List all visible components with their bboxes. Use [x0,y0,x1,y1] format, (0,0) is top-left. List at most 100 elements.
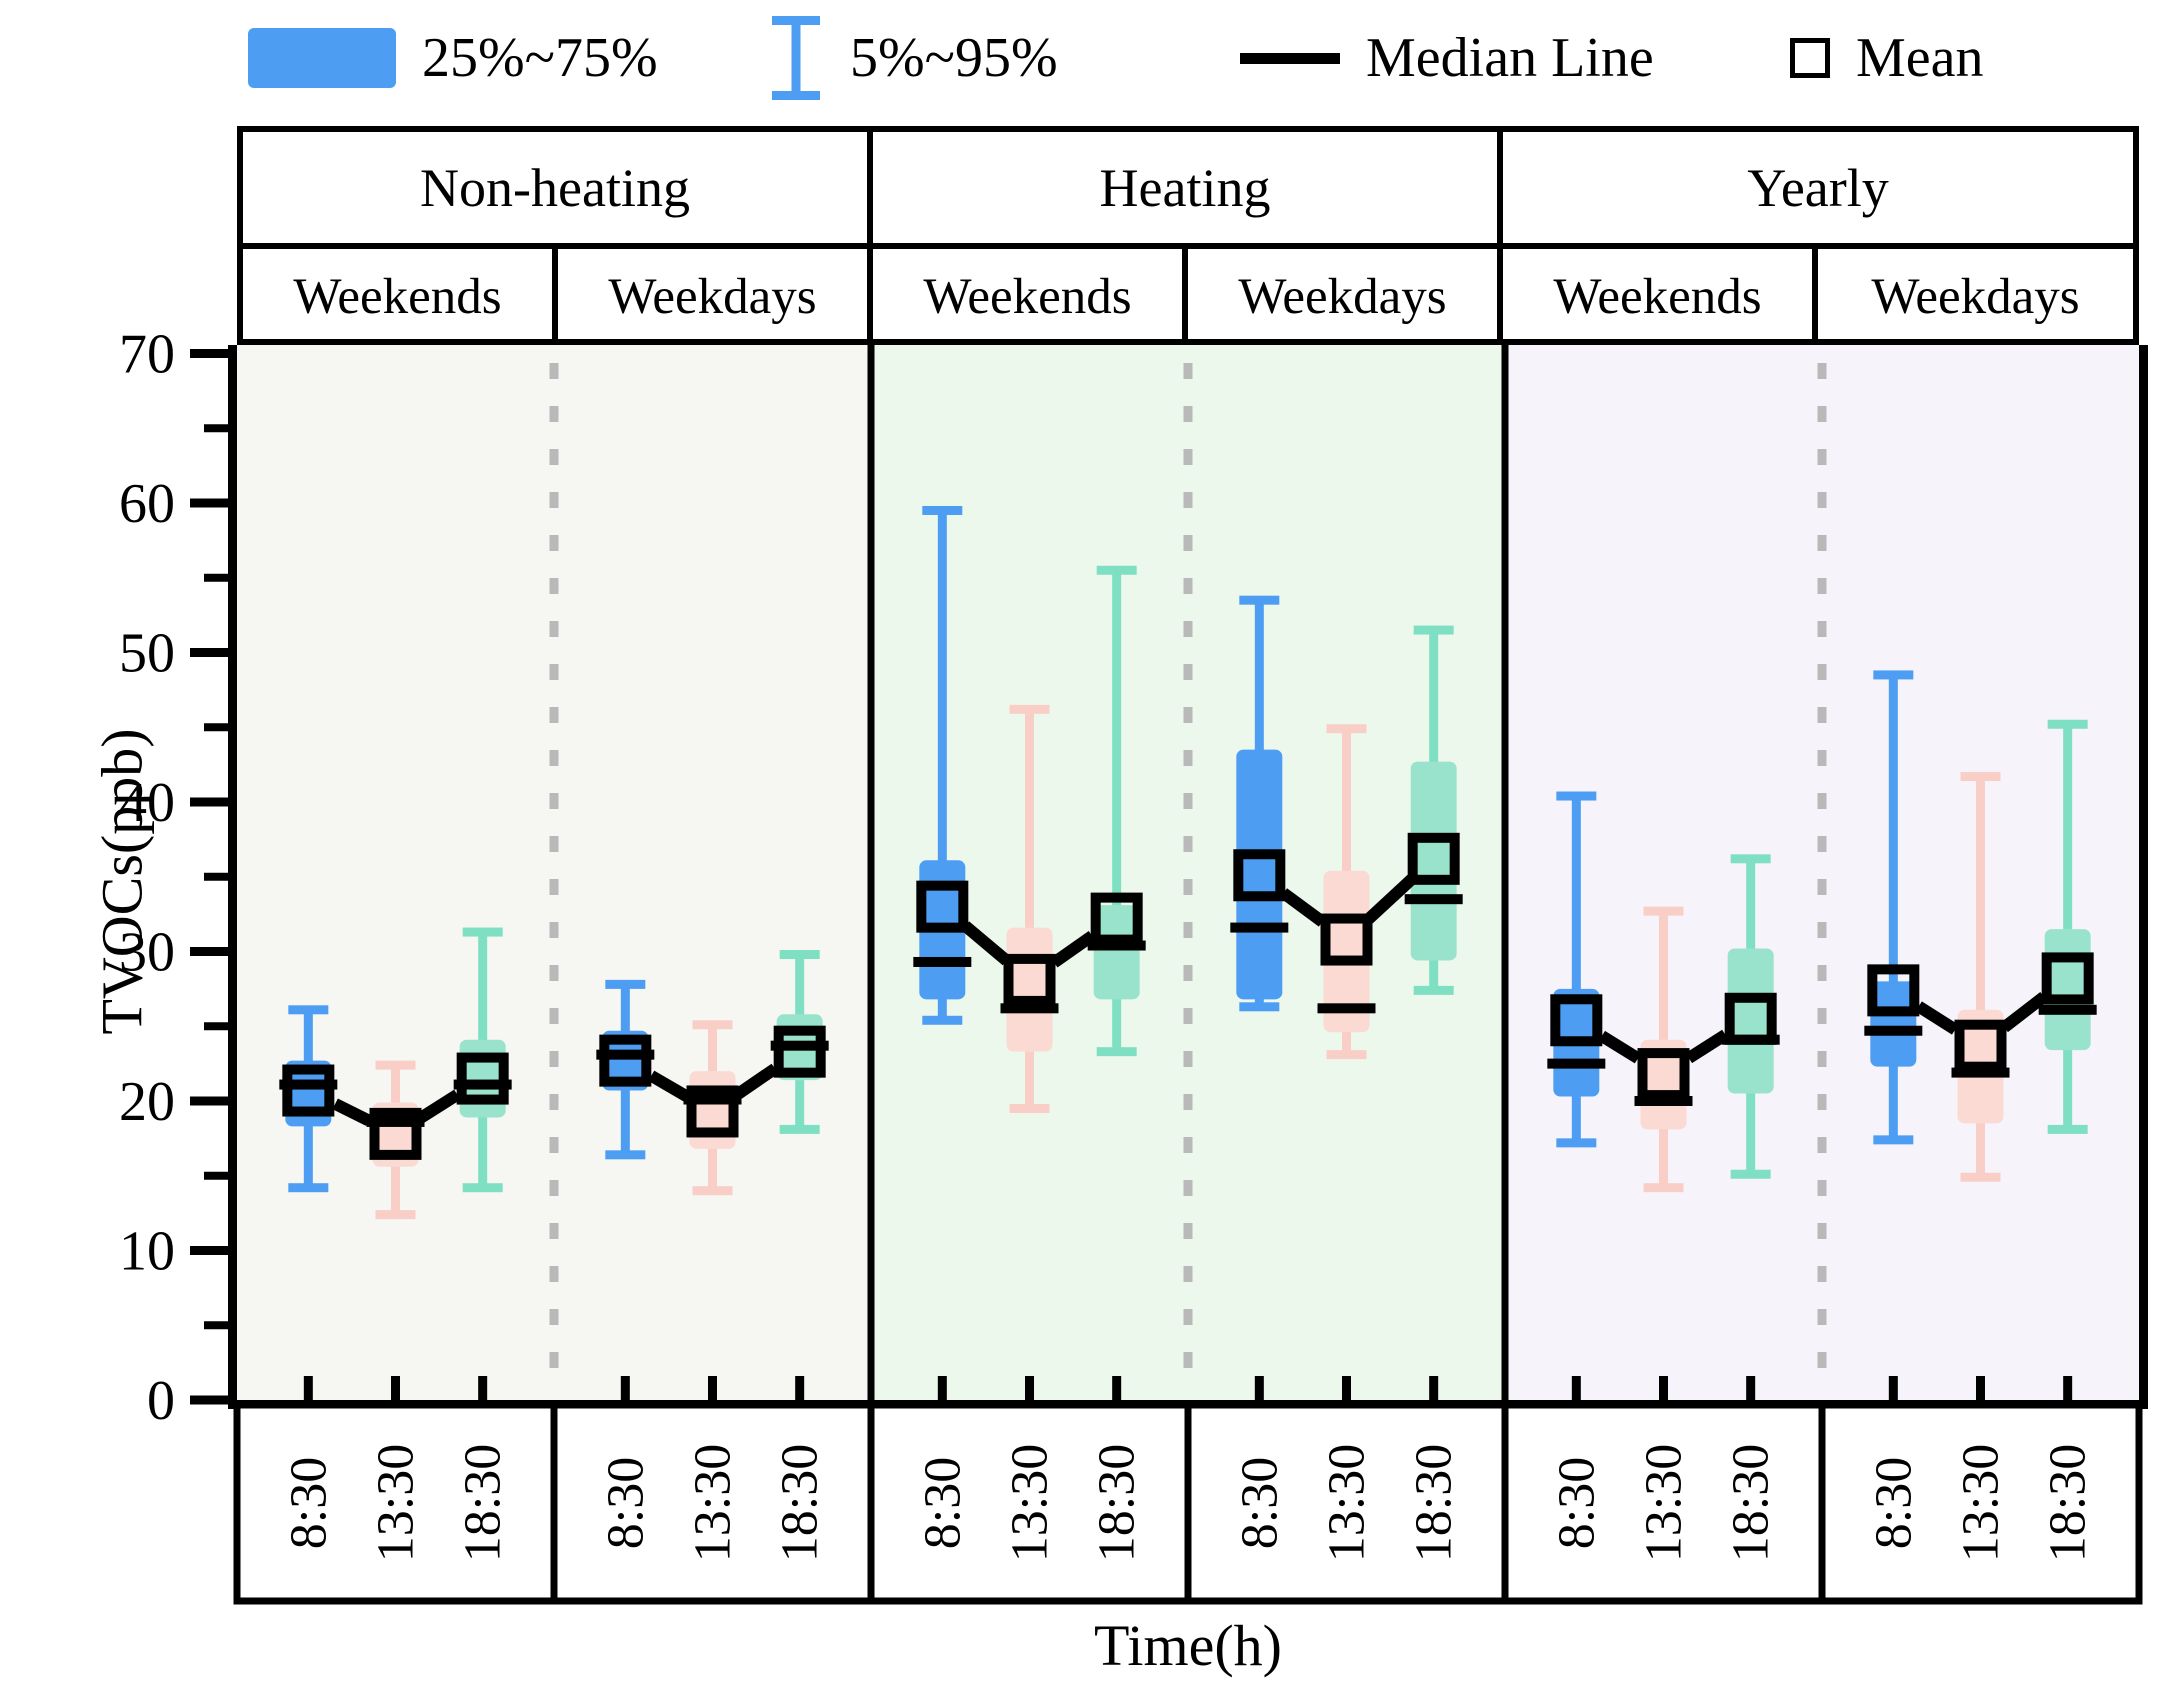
whisker-cap-top [605,979,646,989]
box-group-8:30 [1864,670,1923,1400]
x-tick-label: 8:30 [1231,1457,1288,1549]
y-major-tick [190,1246,228,1255]
x-tick [1976,1376,1985,1400]
x-tick [478,1376,488,1400]
whisker-cap-bottom [462,1183,503,1193]
whisker-cap-top [922,505,963,515]
mean-marker [1550,994,1603,1047]
whisker-cap-top [1730,854,1771,864]
whisker-cap-top [375,1060,416,1070]
x-tick-label: 18:30 [772,1444,829,1562]
mean-marker [686,1085,739,1138]
whisker-cap-bottom [1730,1169,1771,1179]
x-tick [1254,1376,1264,1400]
y-tick-label: 30 [119,922,175,984]
median-line [2038,1004,2097,1015]
iqr-box [1727,948,1774,1094]
subpanel-header-1: Weekends [243,249,558,345]
y-major-tick [190,1096,228,1106]
x-tick-label: 13:30 [1953,1444,2010,1562]
median-line [770,1040,829,1051]
y-tick-label: 60 [119,473,175,535]
x-tick [2063,1376,2073,1400]
x-tick-label: 13:30 [685,1444,742,1562]
y-tick-label: 70 [119,324,175,386]
median-line [453,1079,512,1090]
mean-marker [1233,849,1286,902]
subpanel-header-5: Weekends [1503,249,1818,345]
mean-marker [282,1064,335,1117]
whisker-cap-top [1556,791,1597,801]
x-label-box [1501,1401,1826,1605]
whisker-cap-top [779,949,820,959]
whisker-cap-top [1096,565,1137,575]
whisker-cap-bottom [605,1150,646,1160]
x-tick-label: 18:30 [2040,1444,2097,1562]
median-line [1951,1067,2010,1078]
legend-item-whisker: 5%~95% [768,12,1058,104]
mean-connector-line [417,1089,461,1123]
y-tick-label: 10 [119,1221,175,1283]
median-line [1547,1058,1606,1069]
mean-square-icon [1790,38,1830,78]
mean-connector-line [2000,991,2048,1033]
section-header-row: Non-heating Heating Yearly [243,132,2133,243]
whisker-cap-bottom [1413,985,1454,995]
y-axis-title: TVOCs(ppb) [89,728,155,1035]
mean-marker [1954,1019,2007,1072]
y-major-tick [190,1395,228,1405]
mean-marker [369,1107,422,1160]
box-group-18:30 [1404,625,1463,1400]
mean-marker [1637,1048,1690,1101]
mean-connector-line [1050,930,1096,968]
y-minor-tick [204,1321,228,1330]
whisker-cap-bottom [692,1186,733,1196]
iqr-box [1870,981,1917,1067]
mean-connector-line [733,1063,779,1100]
mean-marker [1867,964,1920,1017]
median-line-icon [1240,52,1340,64]
mean-marker [773,1025,826,1078]
median-line [279,1079,338,1090]
legend-label-mean: Mean [1856,27,1984,89]
x-tick-label: 8:30 [597,1457,654,1549]
section-header-yearly: Yearly [1747,157,1889,218]
mean-marker [1003,953,1056,1006]
box-group-13:30 [1317,724,1376,1400]
mean-marker [456,1052,509,1105]
x-tick-label: 13:30 [1636,1444,1693,1562]
box-group-18:30 [1087,565,1146,1400]
y-major-tick [190,797,228,807]
legend-item-iqr: 25%~75% [248,12,658,104]
whisker-cap-top [1326,724,1367,734]
subpanel-header-3: Weekends [873,249,1188,345]
mean-connector-line [648,1070,690,1102]
mean-marker [916,880,969,933]
x-tick [795,1376,805,1400]
panel-header-table: Non-heating Heating Yearly Weekends Week… [237,126,2139,345]
whisker-cap-top [1413,625,1454,635]
x-tick [937,1376,947,1400]
iqr-box-swatch-icon [248,28,396,88]
median-line [1317,1003,1376,1014]
mean-connector-line [1598,1030,1642,1064]
right-spine [2139,345,2148,1404]
mean-connector-line [1915,1001,1959,1035]
whisker-ibeam-icon [768,16,824,100]
iqr-box [1093,905,1140,1000]
median-line [1000,1003,1059,1014]
mean-marker [1090,892,1143,945]
whisker-cap-bottom [1643,1183,1684,1193]
mean-marker [1407,832,1460,885]
whisker-cap-bottom [1239,1002,1280,1012]
whisker-cap-top [1239,595,1280,605]
x-tick [620,1376,630,1400]
x-tick [708,1376,717,1400]
median-line [366,1116,425,1127]
x-tick [1025,1376,1034,1400]
x-tick [1659,1376,1668,1400]
box-group-8:30 [596,979,655,1400]
x-tick [303,1376,313,1400]
median-line [1087,940,1146,951]
